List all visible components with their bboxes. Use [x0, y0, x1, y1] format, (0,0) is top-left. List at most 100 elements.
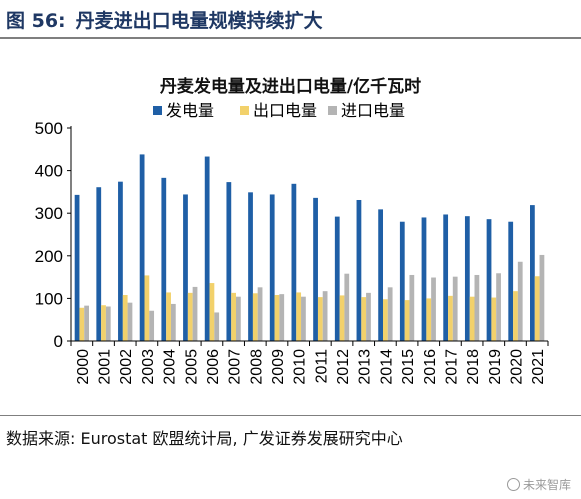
- legend-label-2: 进口电量: [341, 101, 405, 120]
- y-tick-label: 400: [35, 162, 63, 181]
- bar-2021-s1: [534, 276, 540, 341]
- bar-2015-s2: [409, 274, 415, 341]
- bar-2009-s0: [269, 194, 275, 341]
- bar-2003-s2: [149, 310, 155, 341]
- bar-2010-s2: [301, 296, 306, 341]
- x-tick-label-2016: 2016: [422, 349, 439, 385]
- bar-2004-s1: [166, 292, 171, 341]
- x-tick-label-2017: 2017: [443, 349, 460, 385]
- bar-2020-s1: [513, 291, 518, 341]
- figure-label: 图 56:: [6, 10, 66, 32]
- x-tick-label-2019: 2019: [487, 349, 504, 385]
- bar-2012-s1: [339, 295, 345, 341]
- x-tick-label-2002: 2002: [118, 349, 135, 385]
- bar-2014-s0: [378, 209, 384, 341]
- bar-2008-s1: [252, 293, 258, 341]
- bar-2006-s1: [209, 283, 215, 341]
- bar-2014-s2: [387, 287, 393, 341]
- bar-2013-s1: [361, 297, 367, 341]
- bar-2018-s1: [469, 296, 475, 341]
- bar-2017-s2: [452, 276, 458, 341]
- bar-2018-s2: [474, 274, 480, 341]
- bar-2008-s2: [257, 287, 263, 341]
- x-tick-label-2003: 2003: [140, 349, 157, 385]
- bar-2013-s2: [366, 292, 371, 341]
- x-tick-label-2010: 2010: [292, 349, 309, 385]
- bar-2005-s0: [183, 194, 188, 341]
- bar-2002-s1: [122, 294, 128, 341]
- x-tick-label-2007: 2007: [227, 349, 244, 385]
- bar-2011-s0: [313, 197, 318, 341]
- bar-2009-s1: [274, 294, 280, 341]
- source-divider: [0, 415, 581, 416]
- bar-2021-s2: [539, 254, 545, 341]
- bar-2015-s0: [399, 221, 405, 341]
- x-tick-label-2020: 2020: [508, 349, 525, 385]
- bar-2019-s1: [491, 297, 497, 341]
- bar-2019-s0: [486, 219, 492, 341]
- x-tick-label-2009: 2009: [270, 349, 287, 385]
- bar-2005-s1: [187, 292, 193, 341]
- x-tick-label-2006: 2006: [205, 349, 222, 385]
- watermark: 未来智库: [506, 476, 571, 493]
- x-tick-label-2015: 2015: [400, 349, 417, 385]
- y-tick-label: 200: [35, 247, 63, 266]
- x-tick-label-2008: 2008: [248, 349, 265, 385]
- legend-swatch-2: [328, 106, 337, 115]
- bar-2018-s0: [464, 216, 470, 341]
- x-tick-label-2000: 2000: [75, 349, 92, 385]
- bar-2006-s0: [204, 156, 210, 341]
- bar-2007-s0: [226, 182, 232, 341]
- x-tick-label-2012: 2012: [335, 349, 352, 385]
- bar-2002-s2: [127, 302, 133, 341]
- legend-swatch-1: [240, 106, 249, 115]
- x-tick-label-2018: 2018: [465, 349, 482, 385]
- legend-label-0: 发电量: [166, 101, 214, 120]
- bar-2004-s2: [170, 303, 176, 341]
- bar-2012-s0: [334, 216, 340, 341]
- bar-2001-s2: [105, 306, 111, 341]
- bar-2003-s0: [139, 154, 145, 341]
- bar-2010-s0: [291, 183, 297, 341]
- x-tick-label-2011: 2011: [313, 349, 330, 384]
- y-tick-label: 300: [35, 204, 63, 223]
- x-tick-label-2014: 2014: [378, 349, 395, 385]
- y-tick-label: 0: [54, 332, 63, 351]
- y-tick-label: 500: [35, 119, 63, 138]
- bar-2016-s0: [421, 217, 427, 341]
- bar-2004-s0: [161, 177, 167, 341]
- figure-header: 图 56: 丹麦进出口电量规模持续扩大: [0, 0, 581, 40]
- bar-2017-s0: [443, 214, 449, 341]
- legend-swatch-0: [153, 106, 162, 115]
- bar-2006-s2: [214, 312, 220, 341]
- figure-title-text: 丹麦进出口电量规模持续扩大: [75, 10, 323, 32]
- chart-title: 丹麦发电量及进出口电量/亿千瓦时: [159, 77, 422, 97]
- bar-2000-s2: [84, 305, 89, 341]
- x-tick-label-2001: 2001: [97, 349, 114, 385]
- bar-2000-s1: [79, 307, 85, 341]
- bar-2016-s2: [431, 277, 436, 341]
- bar-2020-s0: [508, 221, 514, 341]
- bar-2011-s2: [322, 291, 328, 341]
- bar-2000-s0: [74, 194, 80, 341]
- bar-2021-s0: [530, 205, 535, 341]
- x-tick-label-2005: 2005: [183, 349, 200, 385]
- bar-2007-s2: [235, 296, 241, 341]
- bar-2013-s0: [356, 199, 362, 341]
- bar-chart: 0 100 200 300 400 500 2000 2001 2002 2003 2004 2005…: [35, 101, 549, 385]
- source-note: 数据来源: Eurostat 欧盟统计局, 广发证券发展研究中心: [6, 429, 403, 448]
- bar-2012-s2: [344, 273, 350, 341]
- bar-2003-s1: [144, 275, 150, 341]
- bar-2015-s1: [404, 300, 410, 341]
- bar-2001-s0: [96, 187, 102, 341]
- bar-2019-s2: [496, 273, 501, 341]
- watermark-text: 未来智库: [522, 478, 571, 492]
- bar-2016-s1: [426, 298, 432, 341]
- bar-2011-s1: [317, 297, 323, 341]
- x-tick-label-2021: 2021: [530, 349, 547, 385]
- bar-2008-s0: [248, 192, 253, 341]
- figure-title: 图 56: 丹麦进出口电量规模持续扩大: [6, 6, 333, 33]
- legend-label-1: 出口电量: [253, 101, 317, 120]
- y-tick-label: 100: [35, 289, 63, 308]
- header-divider: [0, 37, 581, 39]
